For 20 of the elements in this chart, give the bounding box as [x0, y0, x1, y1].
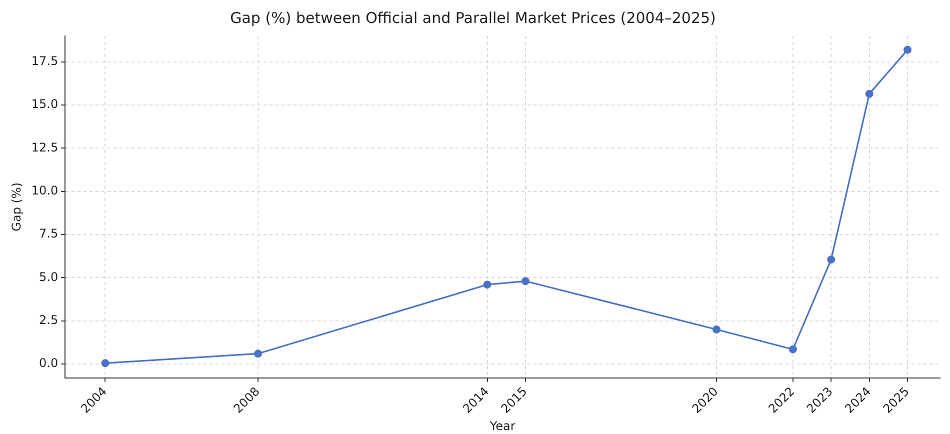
- y-tick-label: 2.5: [39, 312, 58, 327]
- y-tick-label: 5.0: [39, 270, 58, 284]
- point: [904, 46, 912, 54]
- point: [712, 325, 721, 334]
- chart-title: Gap (%) between Official and Parallel Market Prices (2004–2025): [230, 8, 716, 27]
- point: [101, 359, 110, 368]
- point: [865, 90, 874, 98]
- point: [483, 280, 492, 289]
- y-tick-label: 15.0: [31, 97, 58, 112]
- x-axis-title: Year: [488, 418, 516, 433]
- point: [827, 256, 836, 264]
- y-axis-title: Gap (%): [9, 182, 24, 232]
- y-tick-label: 7.5: [39, 226, 58, 241]
- point: [521, 277, 530, 286]
- point: [254, 350, 262, 358]
- y-tick-label: 17.5: [31, 54, 58, 68]
- y-tick-label: 12.5: [31, 140, 58, 154]
- point: [788, 345, 797, 354]
- y-tick-label: 10.0: [31, 184, 58, 198]
- y-tick-label: 0.0: [39, 356, 58, 370]
